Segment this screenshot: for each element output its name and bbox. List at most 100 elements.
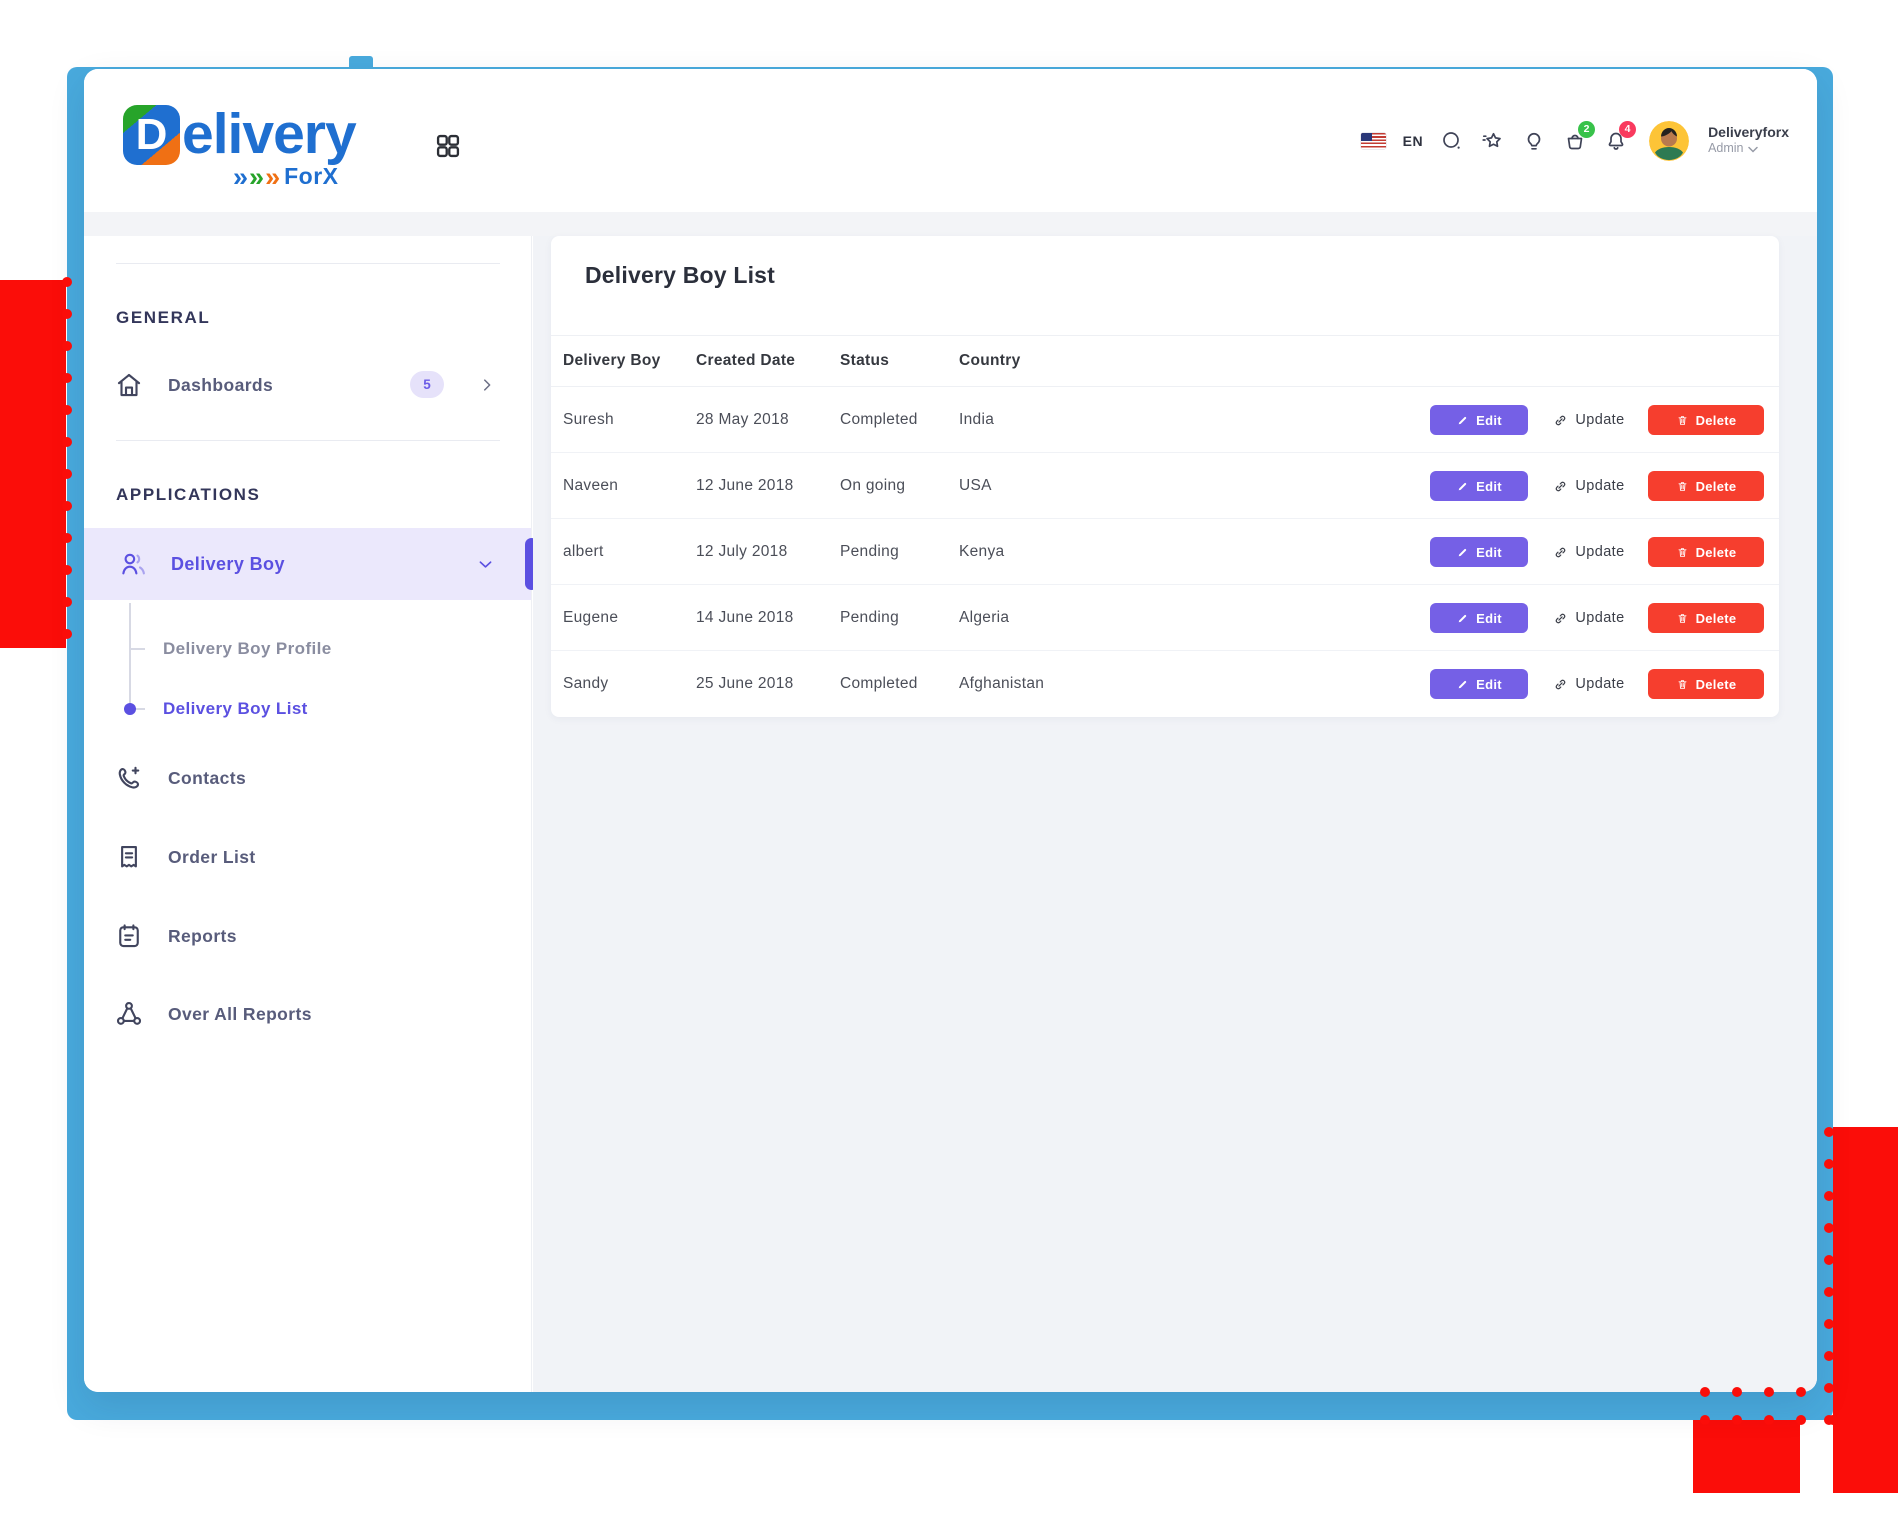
pencil-icon	[1458, 482, 1467, 490]
phone-plus-icon	[118, 766, 140, 789]
deco-dot	[62, 533, 72, 543]
sidebar: GENERAL Dashboards 5 APPLICATIONS Delive…	[84, 236, 538, 1392]
sidebar-subitem-label: Delivery Boy List	[163, 699, 308, 718]
sidebar-divider	[116, 440, 500, 441]
cell-status: Completed	[840, 675, 918, 692]
notifications-button[interactable]: 4	[1604, 120, 1637, 153]
sidebar-item-dashboards[interactable]: Dashboards 5	[84, 357, 531, 413]
logo-arrow-icon: »	[249, 161, 265, 192]
sidebar-item-delivery-boy[interactable]: Delivery Boy	[84, 528, 531, 600]
cell-country: USA	[959, 476, 992, 494]
link-icon	[1556, 415, 1566, 425]
app-window: D elivery » » » ForX EN	[84, 69, 1817, 1392]
trash-icon	[1678, 613, 1687, 623]
cart-button[interactable]: 2	[1563, 120, 1596, 153]
sidebar-item-order-list[interactable]: Order List	[84, 829, 531, 885]
pencil-icon	[1458, 416, 1467, 424]
deco-dot	[1764, 1415, 1774, 1425]
pencil-icon	[1458, 680, 1467, 688]
bell-icon	[1608, 132, 1624, 150]
search-icon[interactable]	[1440, 129, 1464, 153]
brand-logo: D elivery » » » ForX	[123, 102, 357, 190]
cell-country: Kenya	[959, 542, 1005, 560]
us-flag-icon[interactable]	[1360, 132, 1386, 149]
delete-button[interactable]: Delete	[1648, 603, 1764, 633]
deco-dot	[62, 405, 72, 415]
sidebar-item-label: Order List	[168, 846, 256, 867]
column-header-delivery-boy: Delivery Boy	[563, 352, 661, 369]
cell-name: Sandy	[563, 675, 609, 692]
app-header: D elivery » » » ForX EN	[84, 69, 1817, 212]
edit-button[interactable]: Edit	[1430, 669, 1528, 699]
update-link[interactable]: Update	[1536, 669, 1642, 699]
chevron-down-icon	[479, 561, 492, 568]
user-role: Admin	[1708, 141, 1789, 157]
language-label[interactable]: EN	[1402, 132, 1424, 149]
delete-button[interactable]: Delete	[1648, 669, 1764, 699]
table-row: Sandy 25 June 2018 Completed Afghanistan…	[551, 651, 1779, 717]
deco-dot	[62, 373, 72, 383]
link-icon	[1556, 547, 1566, 557]
sidebar-item-reports[interactable]: Reports	[84, 908, 531, 964]
table-row: Naveen 12 June 2018 On going USA Edit Up…	[551, 453, 1779, 519]
sidebar-subitem-label: Delivery Boy Profile	[163, 639, 332, 658]
link-icon	[1556, 679, 1566, 689]
cell-status: Pending	[840, 608, 899, 626]
column-header-status: Status	[840, 352, 890, 369]
sidebar-subitem-delivery-boy-profile[interactable]: Delivery Boy Profile	[163, 633, 332, 665]
update-link[interactable]: Update	[1536, 603, 1642, 633]
deco-dot	[1700, 1415, 1710, 1425]
deco-dot	[1824, 1191, 1834, 1201]
cell-date: 28 May 2018	[696, 410, 789, 428]
delivery-boy-list-card: Delivery Boy List Delivery Boy Created D…	[551, 236, 1779, 717]
submenu-tree-line	[129, 603, 131, 710]
submenu-tick	[129, 648, 145, 650]
delete-button[interactable]: Delete	[1648, 405, 1764, 435]
user-name: Deliveryforx	[1708, 123, 1789, 140]
deco-red-rect-right	[1833, 1127, 1898, 1493]
column-header-created-date: Created Date	[696, 352, 796, 369]
chevron-right-icon	[484, 379, 491, 391]
chevron-down-icon	[1747, 146, 1758, 153]
table-row: Suresh 28 May 2018 Completed India Edit …	[551, 387, 1779, 453]
logo-arrow-icon: »	[233, 161, 249, 192]
sidebar-item-contacts[interactable]: Contacts	[84, 750, 531, 806]
menu-grid-icon[interactable]	[434, 132, 462, 160]
deco-dot	[62, 597, 72, 607]
edit-button[interactable]: Edit	[1430, 471, 1528, 501]
cart-count-badge: 2	[1578, 120, 1596, 138]
deco-red-rect-left	[0, 280, 66, 648]
lightbulb-icon[interactable]	[1522, 129, 1546, 153]
update-link[interactable]: Update	[1536, 471, 1642, 501]
link-icon	[1556, 481, 1566, 491]
delete-button[interactable]: Delete	[1648, 537, 1764, 567]
delete-button[interactable]: Delete	[1648, 471, 1764, 501]
edit-button[interactable]: Edit	[1430, 603, 1528, 633]
brand-logo-mark: D	[123, 105, 180, 165]
sidebar-item-overall-reports[interactable]: Over All Reports	[84, 986, 531, 1042]
cell-date: 14 June 2018	[696, 608, 794, 626]
deco-dot	[62, 565, 72, 575]
sidebar-item-label: Over All Reports	[168, 1003, 312, 1024]
content-area: Delivery Boy List Delivery Boy Created D…	[533, 236, 1817, 1392]
edit-button[interactable]: Edit	[1430, 405, 1528, 435]
pencil-icon	[1458, 548, 1467, 556]
sidebar-subitem-delivery-boy-list[interactable]: Delivery Boy List	[163, 693, 308, 725]
share-nodes-icon	[116, 1001, 142, 1025]
update-link[interactable]: Update	[1536, 537, 1642, 567]
deco-dot	[1824, 1383, 1834, 1393]
active-subitem-dot	[124, 703, 136, 715]
update-link[interactable]: Update	[1536, 405, 1642, 435]
edit-button[interactable]: Edit	[1430, 537, 1528, 567]
cell-date: 12 July 2018	[696, 542, 788, 560]
avatar[interactable]	[1649, 120, 1690, 161]
sidebar-section-general: GENERAL	[116, 308, 211, 327]
deco-dot	[62, 629, 72, 639]
deco-dot	[1824, 1319, 1834, 1329]
cell-name: Naveen	[563, 476, 619, 494]
sidebar-item-label: Reports	[168, 925, 237, 946]
user-menu[interactable]: Deliveryforx Admin	[1708, 124, 1789, 157]
brand-logo-text: elivery	[182, 102, 357, 166]
star-icon[interactable]	[1481, 129, 1505, 153]
page-title: Delivery Boy List	[585, 262, 776, 288]
